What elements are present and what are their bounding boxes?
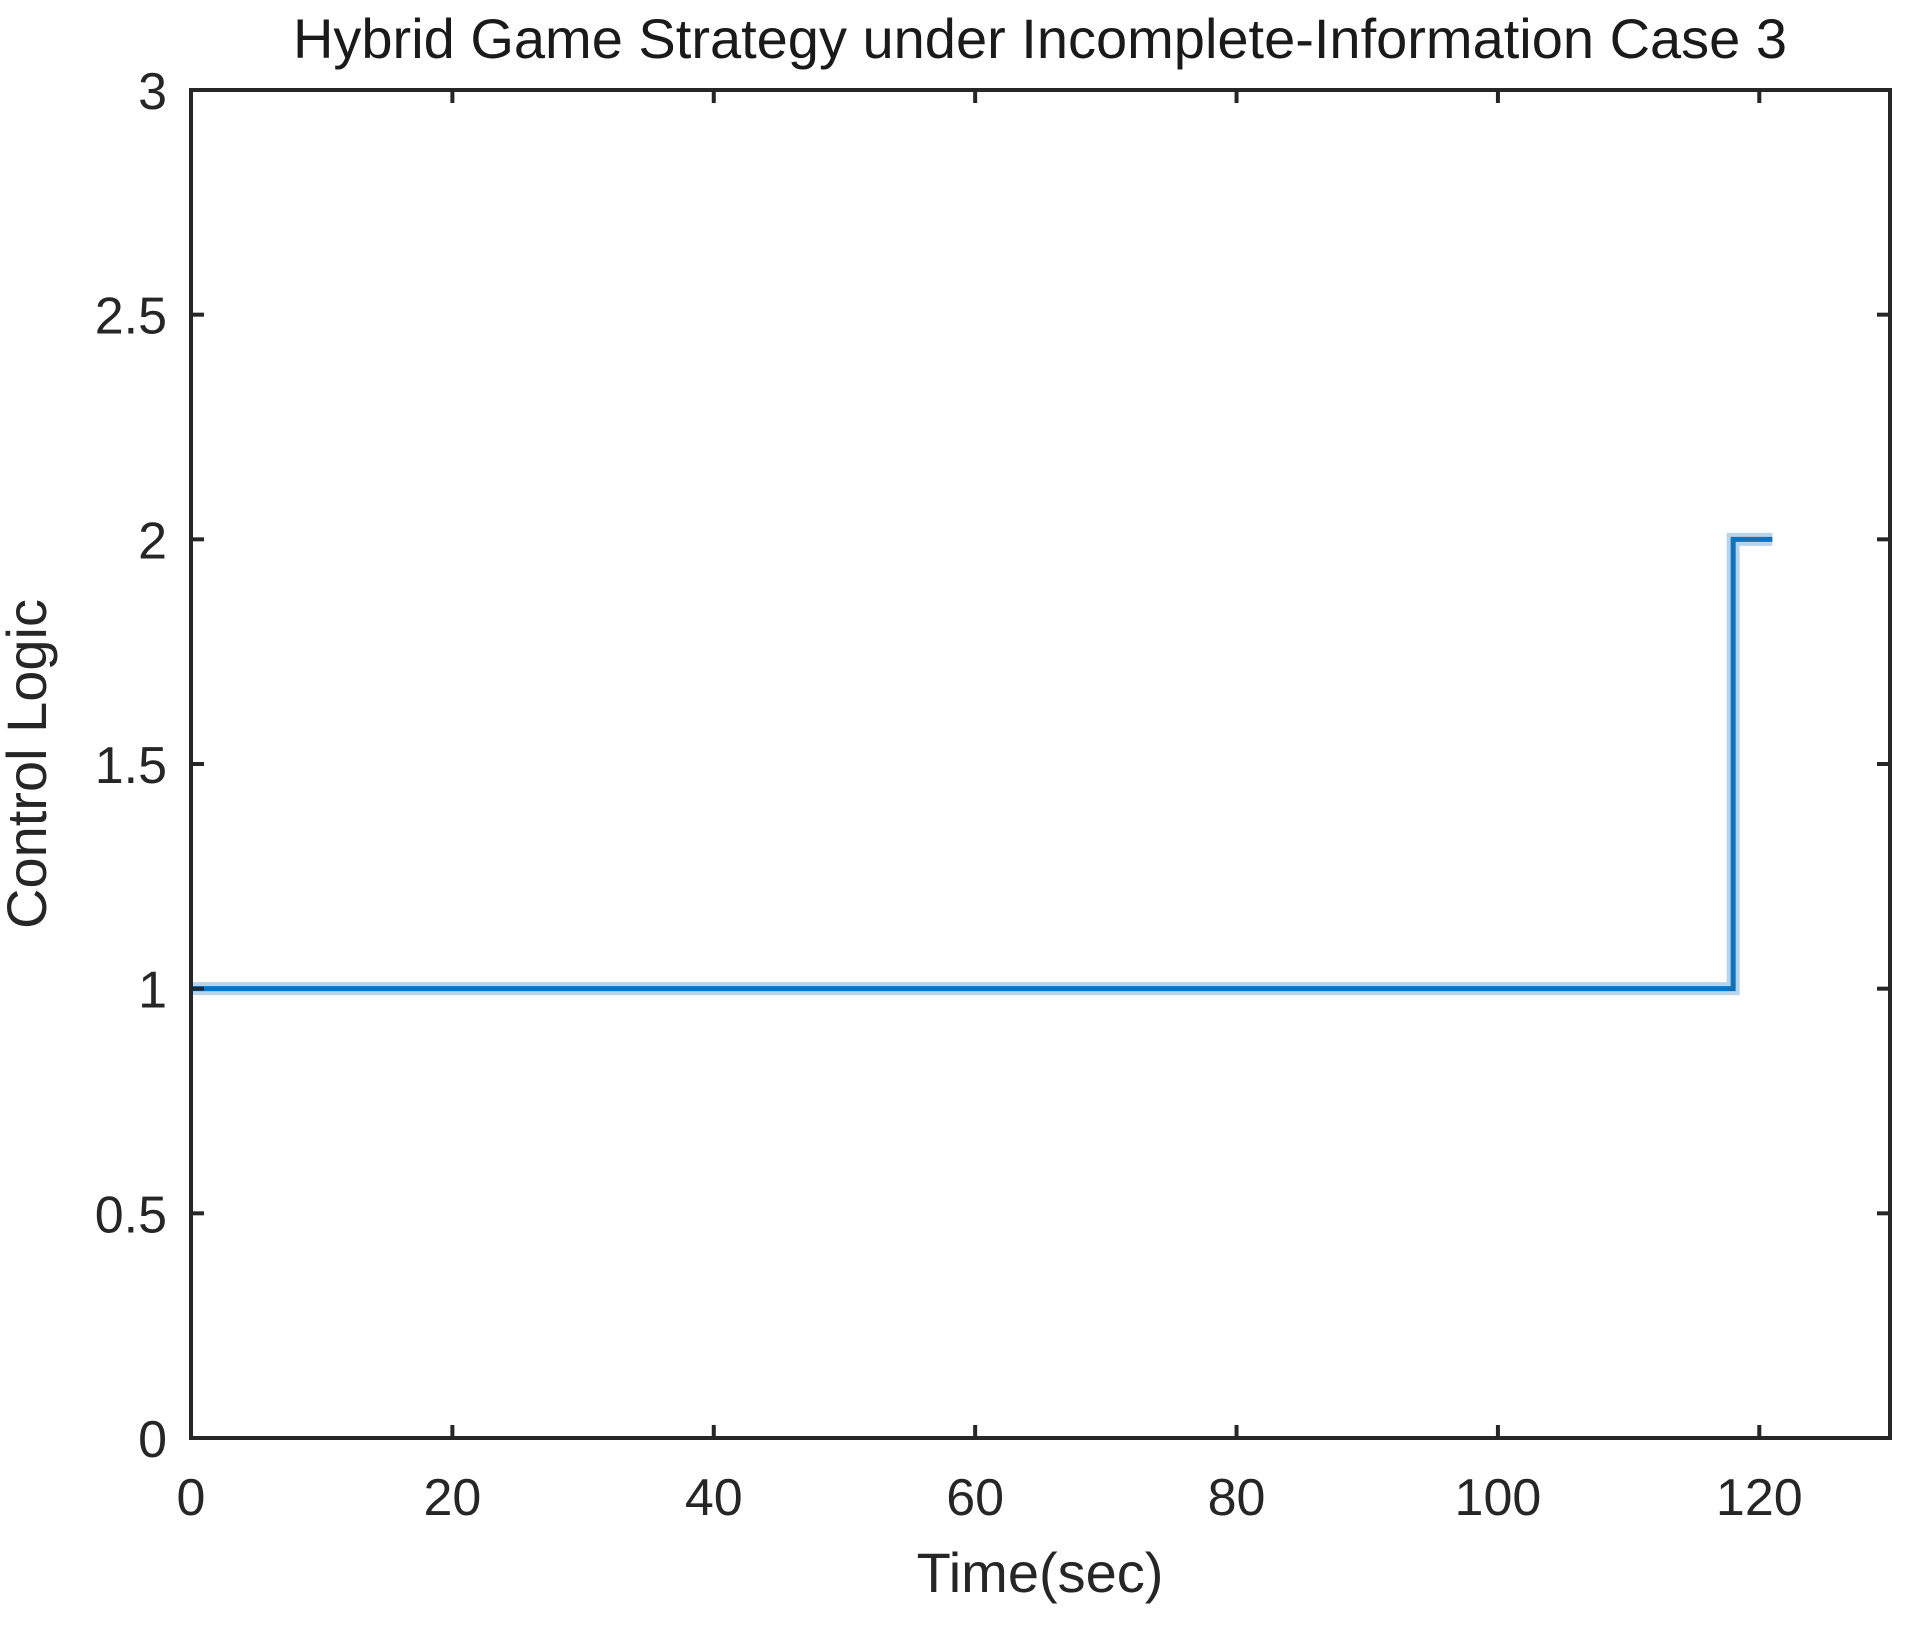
x-tick-label: 120 [1716, 1469, 1803, 1527]
y-axis-label: Control Logic [0, 599, 58, 929]
y-tick-label: 2.5 [95, 288, 167, 346]
data-series-line [191, 532, 1773, 996]
x-tick-label: 0 [177, 1469, 206, 1527]
y-tick-label: 0.5 [95, 1186, 167, 1244]
x-tick-label: 80 [1208, 1469, 1266, 1527]
x-axis-tick-labels: 0 20 40 60 80 100 120 [177, 1469, 1803, 1527]
x-axis-label: Time(sec) [917, 1541, 1164, 1604]
x-tick-label: 40 [685, 1469, 743, 1527]
series-line [191, 536, 1773, 992]
x-tick-label: 100 [1455, 1469, 1542, 1527]
plot-border [189, 88, 1892, 1440]
y-tick-label: 3 [138, 63, 167, 121]
x-tick-label: 60 [946, 1469, 1004, 1527]
chart-title: Hybrid Game Strategy under Incomplete-In… [293, 7, 1787, 70]
y-tick-label: 1.5 [95, 737, 167, 795]
series-line-halo [191, 532, 1773, 996]
axes-box [189, 88, 1892, 1440]
x-tick-label: 20 [423, 1469, 481, 1527]
y-axis-tick-labels: 0 0.5 1 1.5 2 2.5 3 [95, 63, 167, 1469]
y-tick-label: 0 [138, 1411, 167, 1469]
y-tick-label: 1 [138, 962, 167, 1020]
y-tick-label: 2 [138, 512, 167, 570]
